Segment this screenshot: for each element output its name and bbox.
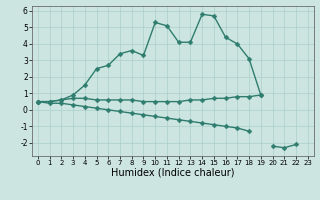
X-axis label: Humidex (Indice chaleur): Humidex (Indice chaleur) [111,168,235,178]
